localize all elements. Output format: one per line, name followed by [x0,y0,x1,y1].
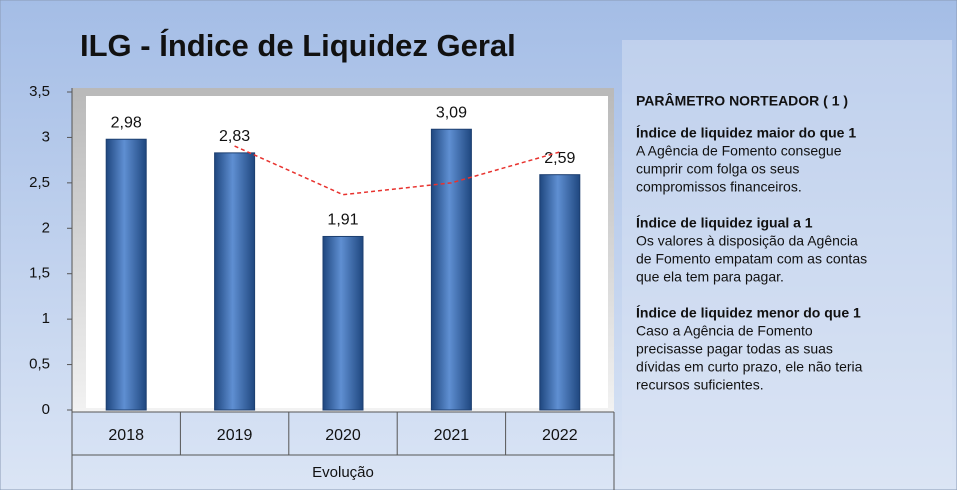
value-label: 2,98 [111,114,142,131]
bar [214,152,256,411]
x-tick-label: 2021 [434,427,470,444]
side-item-text: Os valores à disposição da Agência [636,233,858,249]
side-panel [622,40,952,486]
y-tick-label: 0,5 [29,356,50,373]
y-tick-label: 3,5 [29,83,50,100]
bar [322,235,364,411]
bar [430,128,472,411]
side-item-text: Caso a Agência de Fomento [636,323,813,339]
y-tick-label: 2,5 [29,174,50,191]
x-tick-label: 2020 [325,427,361,444]
side-item-title: Índice de liquidez maior do que 1 [636,125,856,141]
x-axis-label: Evolução [312,464,374,481]
x-tick-label: 2019 [217,427,253,444]
side-item-text: A Agência de Fomento consegue [636,143,842,159]
side-item-text: precisasse pagar todas as suas [636,341,833,357]
side-item-text: cumprir com folga os seus [636,161,799,177]
y-tick-label: 0 [42,401,50,418]
side-heading: PARÂMETRO NORTEADOR ( 1 ) [636,92,848,109]
x-tick-label: 2022 [542,427,578,444]
y-tick-label: 1,5 [29,265,50,282]
side-item-title: Índice de liquidez igual a 1 [636,215,813,231]
side-item-title: Índice de liquidez menor do que 1 [636,305,861,321]
value-label: 2,59 [544,150,575,167]
bar [105,138,147,411]
y-tick-label: 2 [42,219,50,236]
side-item-text: compromissos financeiros. [636,179,802,195]
side-item-text: de Fomento empatam com as contas [636,251,867,267]
value-label: 1,91 [327,212,358,229]
side-item-text: que ela tem para pagar. [636,269,784,285]
x-tick-label: 2018 [108,427,144,444]
value-label: 3,09 [436,104,467,121]
side-text: PARÂMETRO NORTEADOR ( 1 ) Índice de liqui… [636,92,867,393]
side-item-text: recursos suficientes. [636,377,764,393]
y-tick-label: 3 [42,128,50,145]
bar [539,174,581,411]
moving-average-line [234,145,561,196]
side-item-text: dívidas em curto prazo, ele não teria [636,359,863,375]
value-label: 2,83 [219,128,250,145]
chart-title: ILG - Índice de Liquidez Geral [80,28,516,63]
y-tick-label: 1 [42,310,50,327]
